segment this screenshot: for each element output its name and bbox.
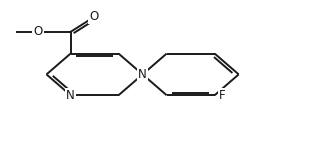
Text: O: O (33, 25, 42, 38)
Text: N: N (66, 89, 75, 102)
Text: N: N (138, 68, 147, 81)
Text: O: O (89, 10, 98, 23)
Text: F: F (219, 89, 226, 102)
